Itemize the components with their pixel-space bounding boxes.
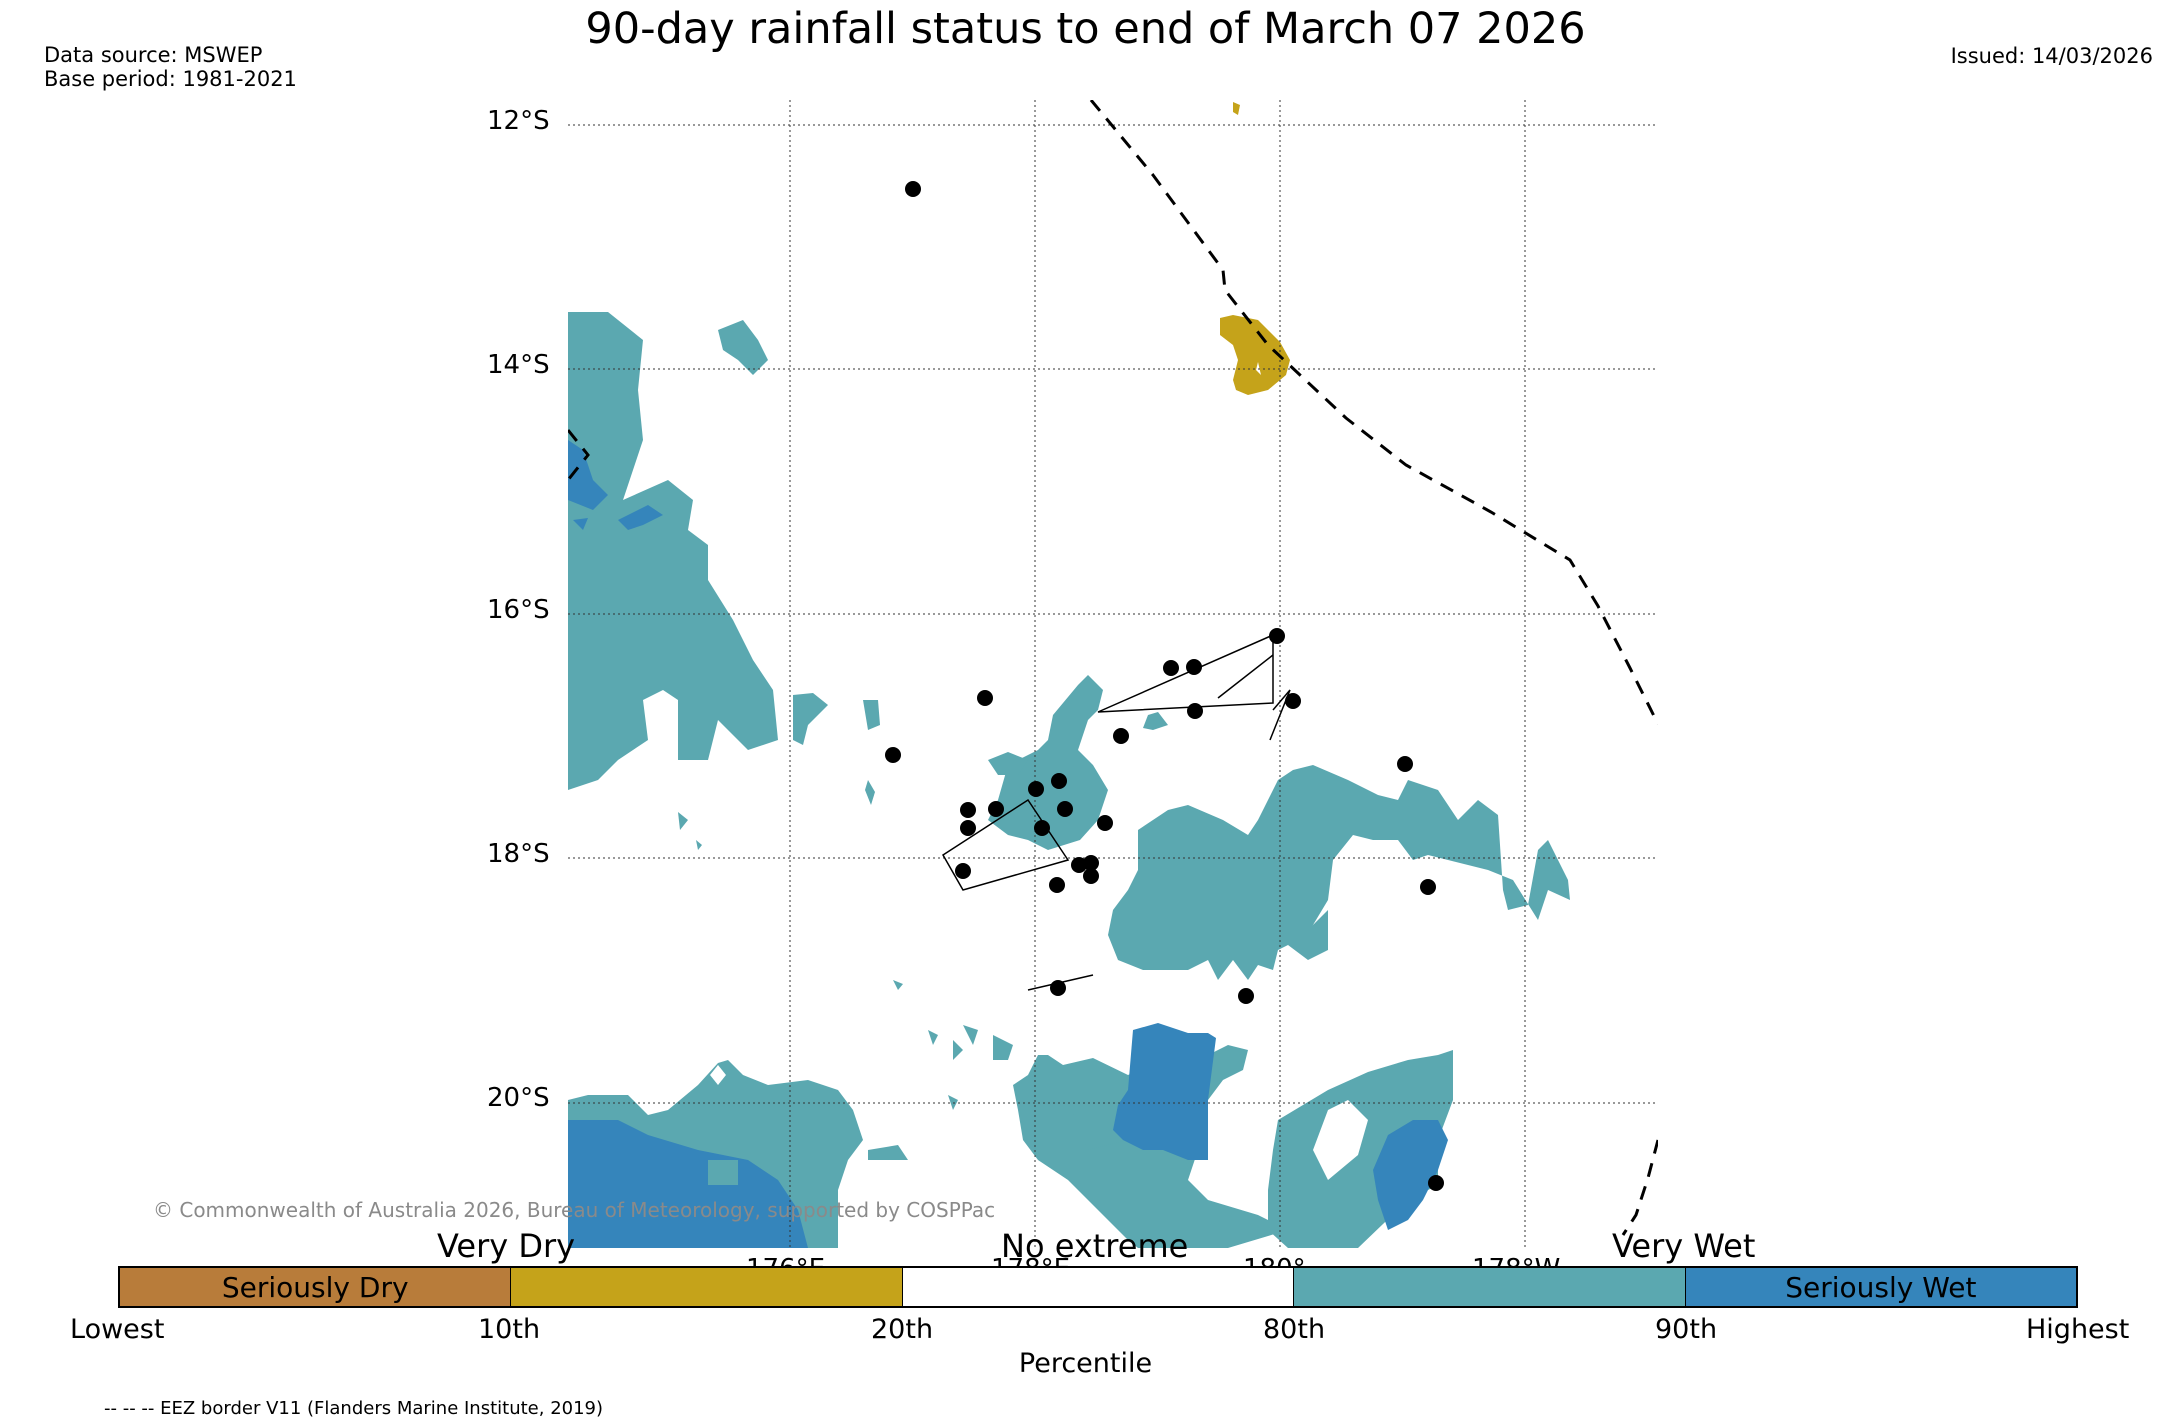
- wet-region: [568, 312, 1570, 1248]
- issued-date: Issued: 14/03/2026: [1950, 44, 2153, 68]
- colorbar-wet: [1294, 1268, 1686, 1306]
- colorbar-no-extreme: [902, 1268, 1295, 1306]
- colorbar-axis-label: Percentile: [1018, 1348, 1153, 1379]
- lat-label-12s: 12°S: [487, 106, 550, 136]
- map-title: 90-day rainfall status to end of March 0…: [585, 4, 1586, 54]
- legend-very-wet: Very Wet: [1612, 1227, 1756, 1265]
- tick-80th: 80th: [1263, 1314, 1326, 1345]
- seriously-wet-region: [568, 440, 1448, 1248]
- copyright-notice: © Commonwealth of Australia 2026, Bureau…: [153, 1198, 996, 1222]
- colorbar-seriously-wet: Seriously Wet: [1685, 1268, 2077, 1306]
- colorbar-seriously-dry: Seriously Dry: [120, 1268, 512, 1306]
- rainfall-map: [568, 100, 1658, 1248]
- dry-region: [1220, 102, 1290, 395]
- lat-label-18s: 18°S: [487, 839, 550, 869]
- percentile-colorbar: Seriously Dry Seriously Wet: [118, 1266, 2078, 1308]
- station-markers: [885, 181, 1444, 1191]
- colorbar-dry: [511, 1268, 903, 1306]
- eez-border: [568, 100, 1658, 1236]
- lat-label-20s: 20°S: [487, 1083, 550, 1113]
- tick-90th: 90th: [1655, 1314, 1718, 1345]
- eez-note: -- -- -- EEZ border V11 (Flanders Marine…: [104, 1398, 604, 1419]
- tick-10th: 10th: [478, 1314, 541, 1345]
- tick-highest: Highest: [2026, 1314, 2130, 1345]
- data-source: Data source: MSWEP: [44, 43, 263, 67]
- legend-no-extreme: No extreme: [1001, 1227, 1189, 1265]
- tick-20th: 20th: [871, 1314, 934, 1345]
- lat-label-16s: 16°S: [487, 595, 550, 625]
- tick-lowest: Lowest: [70, 1314, 165, 1345]
- base-period: Base period: 1981-2021: [44, 67, 297, 91]
- legend-very-dry: Very Dry: [437, 1227, 576, 1265]
- lat-label-14s: 14°S: [487, 350, 550, 380]
